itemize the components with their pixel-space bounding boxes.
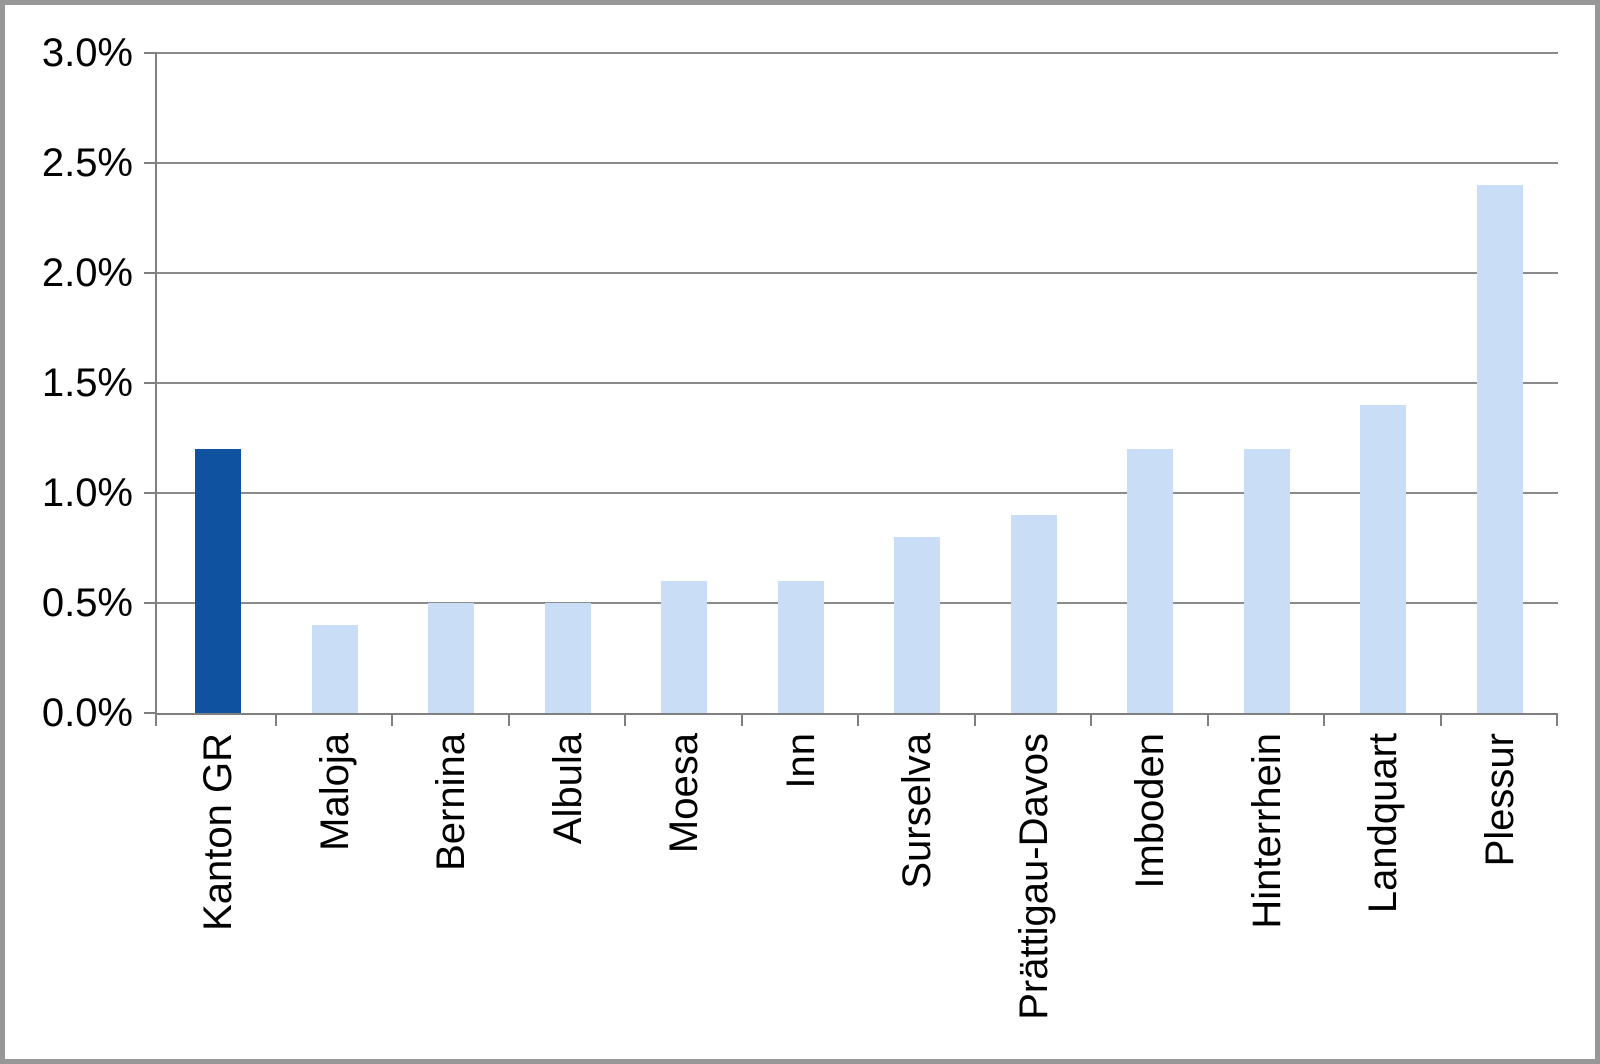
- y-axis-line: [155, 53, 157, 715]
- y-tick-label: 1.5%: [41, 361, 133, 405]
- x-tick: [275, 713, 277, 726]
- bar-chart: 0.0% 0.5% 1.0% 1.5% 2.0% 2.5% 3.0% Kanton GR Mal…: [5, 5, 1595, 1059]
- y-tick: [144, 162, 157, 164]
- bar-hinterrhein: [1244, 449, 1290, 713]
- x-category-label-hinterrhein: Hinterrhein: [1245, 733, 1289, 929]
- x-category-label-imboden: Imboden: [1128, 733, 1172, 889]
- x-category-label-bernina: Bernina: [429, 733, 473, 871]
- x-tick: [1440, 713, 1442, 726]
- y-tick-label: 3.0%: [41, 31, 133, 75]
- y-tick-label: 1.0%: [41, 471, 133, 515]
- x-axis-line: [155, 713, 1558, 715]
- bar-kanton-gr: [195, 449, 241, 713]
- gridline-1.5pct: [157, 382, 1558, 384]
- x-tick: [974, 713, 976, 726]
- x-tick: [1207, 713, 1209, 726]
- x-tick: [857, 713, 859, 726]
- x-tick: [1323, 713, 1325, 726]
- y-tick: [144, 492, 157, 494]
- x-category-label-landquart: Landquart: [1361, 733, 1405, 914]
- x-category-label-surselva: Surselva: [895, 733, 939, 889]
- y-tick-label: 0.0%: [41, 691, 133, 735]
- y-tick: [144, 272, 157, 274]
- y-tick: [144, 52, 157, 54]
- bar-imboden: [1127, 449, 1173, 713]
- y-tick: [144, 712, 157, 714]
- y-tick-label: 2.0%: [41, 251, 133, 295]
- bar-moesa: [661, 581, 707, 713]
- x-tick: [391, 713, 393, 726]
- x-category-label-kanton-gr: Kanton GR: [196, 733, 240, 931]
- bar-maloja: [312, 625, 358, 713]
- x-tick: [155, 713, 157, 726]
- gridline-2.0pct: [157, 272, 1558, 274]
- x-category-label-albula: Albula: [546, 733, 590, 845]
- gridline-3.0pct: [157, 52, 1558, 54]
- y-tick: [144, 602, 157, 604]
- x-category-label-inn: Inn: [779, 733, 823, 789]
- y-tick-label: 0.5%: [41, 581, 133, 625]
- x-tick: [1556, 713, 1558, 726]
- x-tick: [1090, 713, 1092, 726]
- x-category-label-pr-ttigau-davos: Prättigau-Davos: [1012, 733, 1056, 1020]
- bar-plessur: [1477, 185, 1523, 713]
- x-tick: [741, 713, 743, 726]
- x-category-label-maloja: Maloja: [313, 733, 357, 851]
- y-tick: [144, 382, 157, 384]
- x-category-label-plessur: Plessur: [1478, 733, 1522, 867]
- gridline-2.5pct: [157, 162, 1558, 164]
- bar-inn: [778, 581, 824, 713]
- bar-landquart: [1360, 405, 1406, 713]
- x-tick: [508, 713, 510, 726]
- gridline-1.0pct: [157, 492, 1558, 494]
- bar-surselva: [894, 537, 940, 713]
- bar-bernina: [428, 603, 474, 713]
- gridline-0.5pct: [157, 602, 1558, 604]
- y-tick-label: 2.5%: [41, 141, 133, 185]
- x-category-label-moesa: Moesa: [662, 733, 706, 854]
- x-tick: [624, 713, 626, 726]
- bar-pr-ttigau-davos: [1011, 515, 1057, 713]
- bar-albula: [545, 603, 591, 713]
